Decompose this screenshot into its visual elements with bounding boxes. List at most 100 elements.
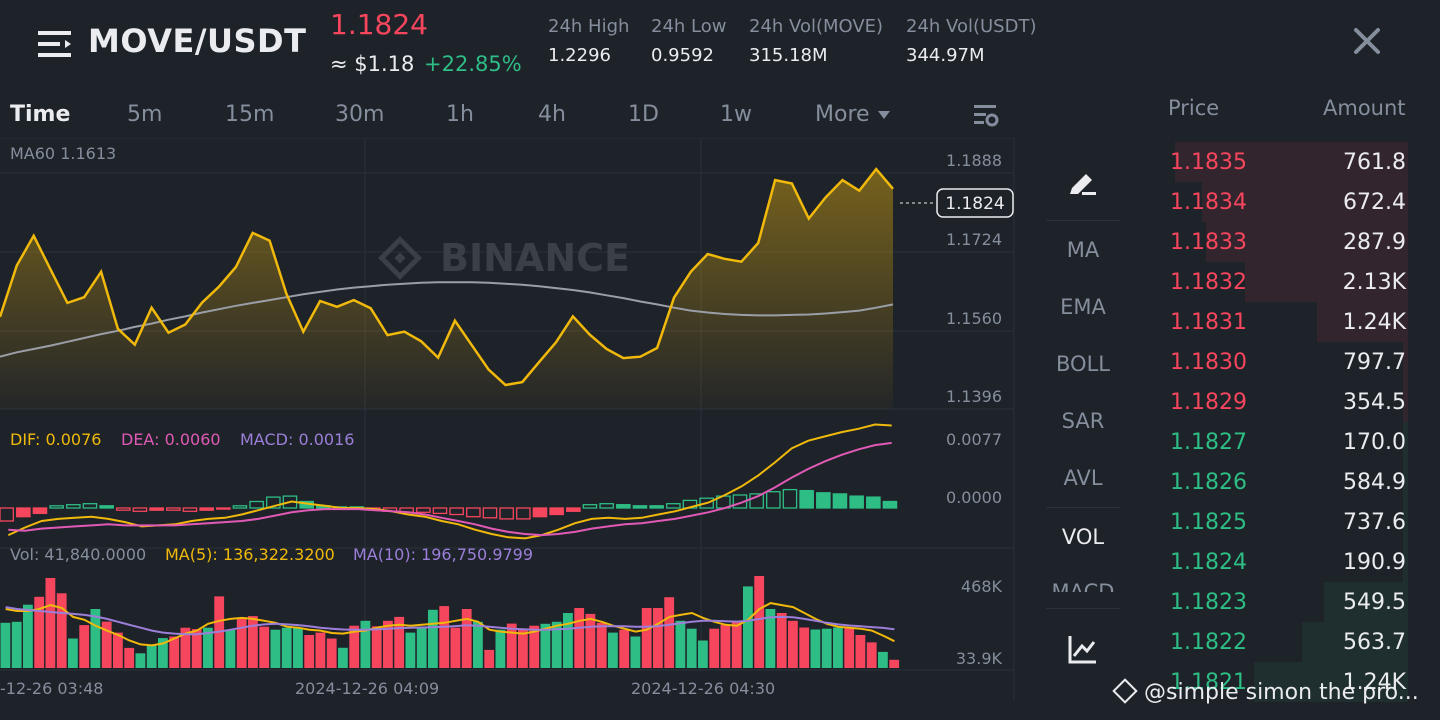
depth-bar [1403, 502, 1408, 542]
macd-bar [116, 507, 131, 511]
indicator-avl[interactable]: AVL [1063, 466, 1103, 490]
volume-bar [664, 597, 675, 668]
orderbook-bid-row[interactable]: 1.1827 170.0 [1168, 422, 1408, 462]
volume-bar [518, 628, 528, 668]
orderbook-ask-row[interactable]: 1.1833 287.9 [1168, 222, 1408, 262]
volume-bar [821, 628, 832, 668]
volume-bar [90, 609, 101, 668]
draw-tool-icon[interactable] [1066, 164, 1100, 198]
volume-bar [743, 586, 753, 668]
orderbook-amount: 287.9 [1343, 230, 1406, 255]
orderbook-ask-row[interactable]: 1.1835 761.8 [1168, 142, 1408, 182]
macd-bar [466, 507, 481, 518]
orderbook-bid-row[interactable]: 1.1821 1.24K [1168, 662, 1408, 702]
orderbook-bid-row[interactable]: 1.1825 737.6 [1168, 502, 1408, 542]
macd-tick: 0.0077 [946, 430, 1002, 449]
chart-settings-icon[interactable] [972, 102, 1000, 130]
depth-bar [1201, 182, 1408, 222]
trend-chart-icon[interactable] [1066, 632, 1100, 666]
depth-bar [1403, 462, 1408, 502]
binance-logo-icon [1112, 678, 1138, 704]
tab-30m[interactable]: 30m [335, 102, 385, 127]
volume-bar [484, 649, 495, 668]
orderbook-ask-row[interactable]: 1.1831 1.24K [1168, 302, 1408, 342]
orderbook-amount: 190.9 [1343, 550, 1406, 575]
volume-bar [270, 629, 281, 668]
orderbook-price: 1.1829 [1170, 390, 1247, 415]
indicator-ma[interactable]: MA [1066, 238, 1100, 262]
macd-bar [549, 507, 564, 516]
volume-bar [698, 640, 708, 668]
volume-bar [619, 629, 630, 668]
orderbook-bid-row[interactable]: 1.1822 563.7 [1168, 622, 1408, 662]
depth-bar [1254, 662, 1408, 702]
tab-1d[interactable]: 1D [628, 102, 659, 127]
volume-bar [720, 624, 731, 668]
volume-bar [653, 608, 663, 668]
volume-bar [315, 632, 326, 668]
macd-value-label: MACD: 0.0016 [240, 430, 354, 449]
macd-bar [649, 505, 664, 509]
tab-4h[interactable]: 4h [538, 102, 566, 127]
orderbook-amount: 170.0 [1343, 430, 1406, 455]
orderbook-price: 1.1821 [1170, 670, 1247, 695]
volume-bar [405, 632, 416, 668]
indicator-boll[interactable]: BOLL [1056, 352, 1110, 376]
volume-bar [495, 629, 506, 668]
orderbook-ask-row[interactable]: 1.1832 2.13K [1168, 262, 1408, 302]
volume-bar [765, 609, 776, 668]
orderbook-bid-row[interactable]: 1.1826 584.9 [1168, 462, 1408, 502]
volume-bar [191, 629, 202, 668]
orderbook-price: 1.1823 [1170, 590, 1247, 615]
volume-bar [360, 620, 371, 668]
indicator-macd[interactable]: MACD [1046, 580, 1120, 592]
tab-15m[interactable]: 15m [225, 102, 275, 127]
depth-bar [1206, 222, 1408, 262]
tab-5m[interactable]: 5m [127, 102, 163, 127]
orderbook-amount: 584.9 [1343, 470, 1406, 495]
tab-more[interactable]: More [815, 102, 890, 127]
volume-bar [79, 625, 90, 668]
macd-bar [232, 505, 248, 509]
orderbook-amount: 1.24K [1342, 670, 1406, 695]
indicator-macd-label: MACD [1051, 580, 1115, 592]
close-icon[interactable] [1352, 26, 1382, 56]
current-price-tag [936, 188, 1014, 218]
tab-1w[interactable]: 1w [720, 102, 752, 127]
macd-bar [666, 503, 681, 509]
vol-legend: Vol: 41,840.0000 MA(5): 136,322.3200 MA(… [10, 545, 533, 564]
orderbook-bid-row[interactable]: 1.1823 549.5 [1168, 582, 1408, 622]
orderbook-ask-row[interactable]: 1.1830 797.7 [1168, 342, 1408, 382]
depth-bar [1316, 302, 1408, 342]
indicator-sar[interactable]: SAR [1061, 409, 1105, 433]
macd-bar [866, 496, 881, 509]
macd-bar [766, 491, 781, 509]
volume-bar [574, 608, 585, 668]
indicator-vol[interactable]: VOL [1061, 525, 1105, 549]
time-label: 2024-12-26 04:30 [631, 679, 775, 698]
tab-1h[interactable]: 1h [446, 102, 474, 127]
tab-time[interactable]: Time [10, 102, 71, 127]
trading-pair-title[interactable]: MOVE/USDT [88, 22, 307, 60]
indicator-ema[interactable]: EMA [1060, 295, 1106, 319]
volume-bar [506, 623, 517, 668]
price-tick: 1.1724 [946, 230, 1002, 249]
orderbook-ask-row[interactable]: 1.1834 672.4 [1168, 182, 1408, 222]
volume-bar [383, 620, 393, 668]
volume-bar [473, 621, 483, 668]
price-chart[interactable]: BINANCE MA60 1.1613 1.1888 1.1724 1.1560… [0, 138, 1020, 700]
stat-label: 24h High [548, 16, 630, 37]
menu-icon[interactable] [38, 30, 74, 58]
volume-bar [281, 627, 292, 668]
volume-bar [889, 659, 900, 668]
volume-bar [394, 616, 405, 668]
last-price: 1.1824 [330, 8, 428, 41]
orderbook-bid-row[interactable]: 1.1824 190.9 [1168, 542, 1408, 582]
macd-bar [616, 504, 631, 509]
volume-bar [608, 632, 618, 668]
macd-bar [49, 505, 64, 509]
orderbook-ask-row[interactable]: 1.1829 354.5 [1168, 382, 1408, 422]
binance-watermark: BINANCE [378, 236, 630, 280]
orderbook-price: 1.1830 [1170, 350, 1247, 375]
stat-label: 24h Vol(MOVE) [749, 16, 884, 37]
